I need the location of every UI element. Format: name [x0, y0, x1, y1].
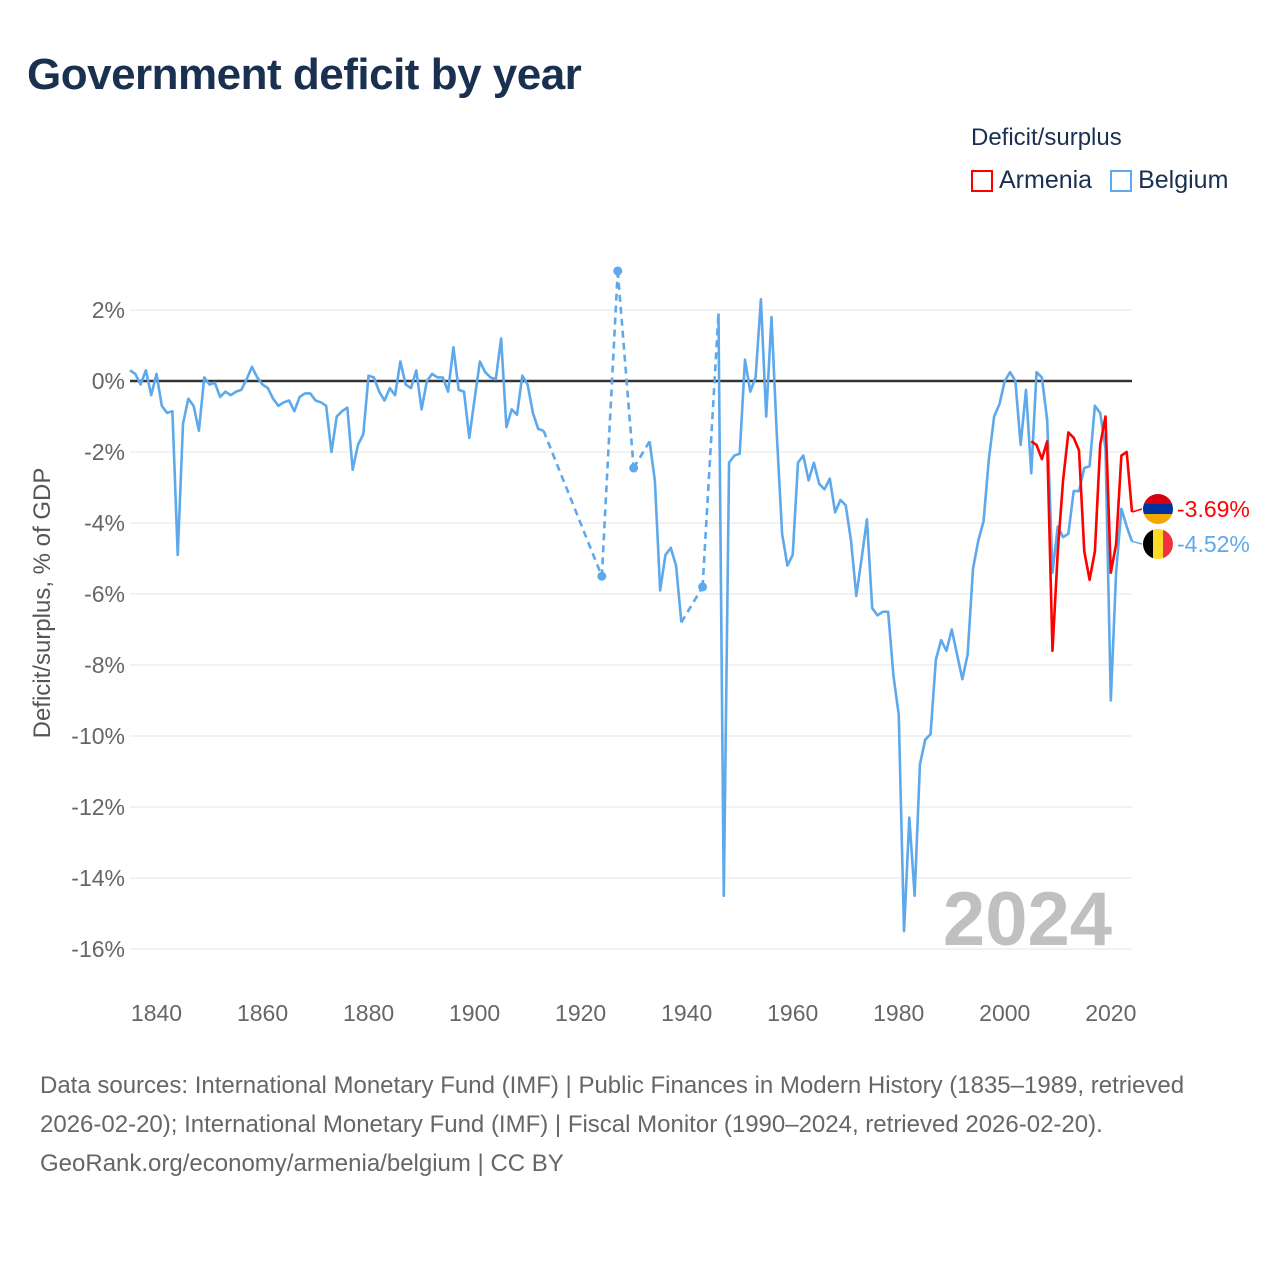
legend-swatch-belgium — [1110, 169, 1133, 192]
legend-item-armenia[interactable]: Armenia — [971, 166, 1092, 195]
legend-label-belgium: Belgium — [1138, 166, 1229, 194]
flag-armenia-icon — [1143, 494, 1173, 524]
flag-stripe — [1143, 504, 1173, 514]
credit-link[interactable]: GeoRank.org/economy/armenia/belgium | CC… — [40, 1150, 564, 1177]
legend-swatch-armenia — [971, 169, 993, 192]
legend-label-armenia: Armenia — [999, 166, 1093, 194]
flag-belgium-icon — [1143, 529, 1173, 559]
series-gap-belgium — [680, 586, 704, 624]
flag-stripe — [1163, 529, 1173, 559]
series-layer — [129, 266, 1134, 933]
y-tick-label: -10% — [71, 723, 125, 749]
series-gap-belgium — [542, 430, 604, 577]
year-watermark: 2024 — [943, 877, 1112, 962]
y-tick-label: -6% — [84, 581, 125, 607]
legend-item-belgium[interactable]: Belgium — [1110, 166, 1228, 195]
y-tick-label: -16% — [71, 936, 125, 962]
y-axis-label: Deficit/surplus, % of GDP — [29, 468, 56, 739]
series-line-armenia — [1030, 415, 1134, 653]
x-tick-label: 1920 — [555, 1000, 606, 1026]
y-tick-label: 0% — [92, 368, 125, 394]
y-tick-label: -8% — [84, 652, 125, 678]
flag-stripe — [1143, 494, 1173, 504]
series-gap-belgium — [632, 440, 651, 469]
y-tick-label: -14% — [71, 865, 125, 891]
flag-stripe — [1143, 529, 1153, 559]
flag-stripe — [1143, 514, 1173, 524]
y-tick-label: -4% — [84, 510, 125, 536]
label-connector-belgium — [1131, 540, 1143, 545]
x-tick-label: 2000 — [979, 1000, 1030, 1026]
series-line-belgium — [648, 441, 683, 623]
x-tick-label: 1880 — [343, 1000, 394, 1026]
series-gap-belgium — [616, 270, 635, 469]
flag-stripe — [1153, 529, 1163, 559]
x-tick-label: 1940 — [661, 1000, 712, 1026]
end-label-armenia: -3.69% — [1177, 496, 1250, 522]
x-tick-label: 2020 — [1085, 1000, 1136, 1026]
chart-title: Government deficit by year — [27, 50, 582, 99]
y-tick-label: -12% — [71, 794, 125, 820]
series-gap-belgium — [600, 270, 620, 577]
x-tick-label: 1860 — [237, 1000, 288, 1026]
y-tick-label: 2% — [92, 297, 125, 323]
legend-title: Deficit/surplus — [971, 124, 1122, 151]
x-tick-label: 1960 — [767, 1000, 818, 1026]
series-gap-belgium — [701, 313, 720, 587]
label-connector-armenia — [1131, 508, 1143, 513]
end-label-belgium: -4.52% — [1177, 531, 1250, 557]
grid: 2% 0% -2% -4% -6% -8% -10% -12% -14% -16% 1840 1860… — [71, 297, 1136, 1026]
x-tick-label: 1980 — [873, 1000, 924, 1026]
footer: Data sources: International Monetary Fun… — [40, 1066, 1240, 1183]
data-sources: Data sources: International Monetary Fun… — [40, 1072, 1185, 1138]
x-tick-label: 1900 — [449, 1000, 500, 1026]
y-tick-label: -2% — [84, 439, 125, 465]
x-tick-label: 1840 — [131, 1000, 182, 1026]
series-line-belgium — [717, 298, 1134, 933]
legend: Armenia Belgium — [971, 166, 1228, 195]
series-line-belgium — [129, 337, 544, 557]
end-labels: -3.69% -4.52% — [1131, 494, 1250, 559]
